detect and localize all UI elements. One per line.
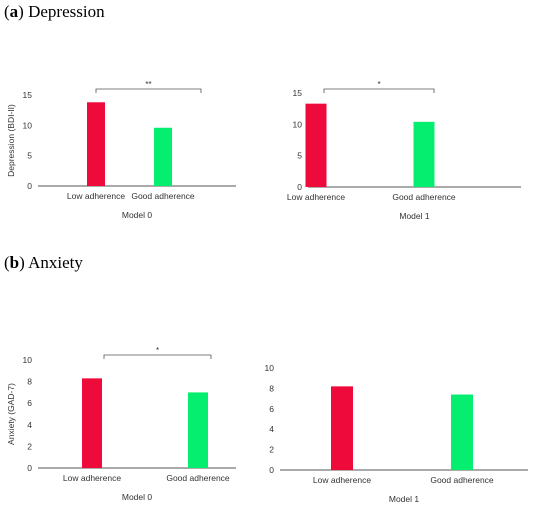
x-axis-title: Model 0 [122, 492, 153, 502]
category-label: Low adherence [67, 191, 125, 201]
y-tick-label: 8 [269, 383, 274, 393]
bar-low-adherence [82, 378, 102, 468]
y-tick-label: 0 [297, 182, 302, 192]
category-label: Good adherence [430, 475, 494, 485]
y-tick-label: 5 [27, 151, 32, 161]
chart-anxiety-model-1: 0 2 4 6 8 10 Low adherence Good adherence Model … [265, 363, 528, 504]
section-heading-depression: (a) Depression [4, 2, 105, 21]
category-label: Good adherence [166, 473, 230, 483]
y-axis-title: Depression (BDI-II) [6, 104, 16, 177]
x-axis-title: Model 1 [399, 211, 430, 221]
significance-marker: * [377, 80, 380, 89]
significance-marker: * [156, 346, 159, 355]
x-axis-title: Model 0 [122, 210, 153, 220]
y-tick-label: 4 [269, 424, 274, 434]
bar-low-adherence [331, 386, 353, 470]
section-title: Depression [28, 2, 105, 21]
bar-good-adherence [188, 392, 208, 468]
y-tick-label: 6 [27, 398, 32, 408]
category-label: Low adherence [313, 475, 371, 485]
chart-depression-model-0: 0 5 10 15 Low adherence Good adherence Model 0… [6, 80, 236, 220]
y-tick-label: 10 [23, 120, 33, 130]
significance-bracket [323, 88, 435, 93]
y-tick-label: 10 [23, 355, 33, 365]
x-axis-title: Model 1 [389, 494, 420, 504]
y-tick-label: 10 [265, 363, 275, 373]
bar-low-adherence [87, 102, 105, 186]
y-tick-label: 0 [27, 181, 32, 191]
section-letter: b [9, 253, 20, 272]
category-label: Good adherence [392, 192, 456, 202]
y-tick-label: 15 [293, 88, 303, 98]
y-tick-label: 0 [269, 465, 274, 475]
y-tick-label: 2 [27, 441, 32, 451]
y-axis-title: Anxiety (GAD-7) [6, 383, 16, 445]
chart-anxiety-model-0: 0 2 4 6 8 10 Low adherence Good adherence Model … [6, 346, 236, 502]
y-tick-label: 2 [269, 445, 274, 455]
y-tick-label: 6 [269, 404, 274, 414]
section-title: Anxiety [28, 253, 83, 272]
section-heading-anxiety: (b) Anxiety [4, 253, 83, 272]
bar-low-adherence [305, 103, 327, 187]
section-letter: a [9, 2, 19, 21]
y-tick-label: 15 [23, 90, 33, 100]
significance-marker: ** [145, 80, 151, 89]
y-tick-label: 0 [27, 463, 32, 473]
category-label: Low adherence [287, 192, 345, 202]
bar-good-adherence [154, 127, 172, 186]
category-label: Low adherence [63, 473, 121, 483]
significance-bracket [95, 88, 202, 93]
y-tick-label: 10 [293, 119, 303, 129]
y-tick-label: 4 [27, 420, 32, 430]
bar-good-adherence [413, 121, 435, 187]
category-label: Good adherence [131, 191, 195, 201]
y-tick-label: 5 [297, 151, 302, 161]
y-tick-label: 8 [27, 377, 32, 387]
bar-good-adherence [451, 394, 473, 470]
significance-bracket [103, 354, 212, 359]
chart-depression-model-1: 0 5 10 15 Low adherence Good adherence Model 1… [287, 80, 521, 221]
